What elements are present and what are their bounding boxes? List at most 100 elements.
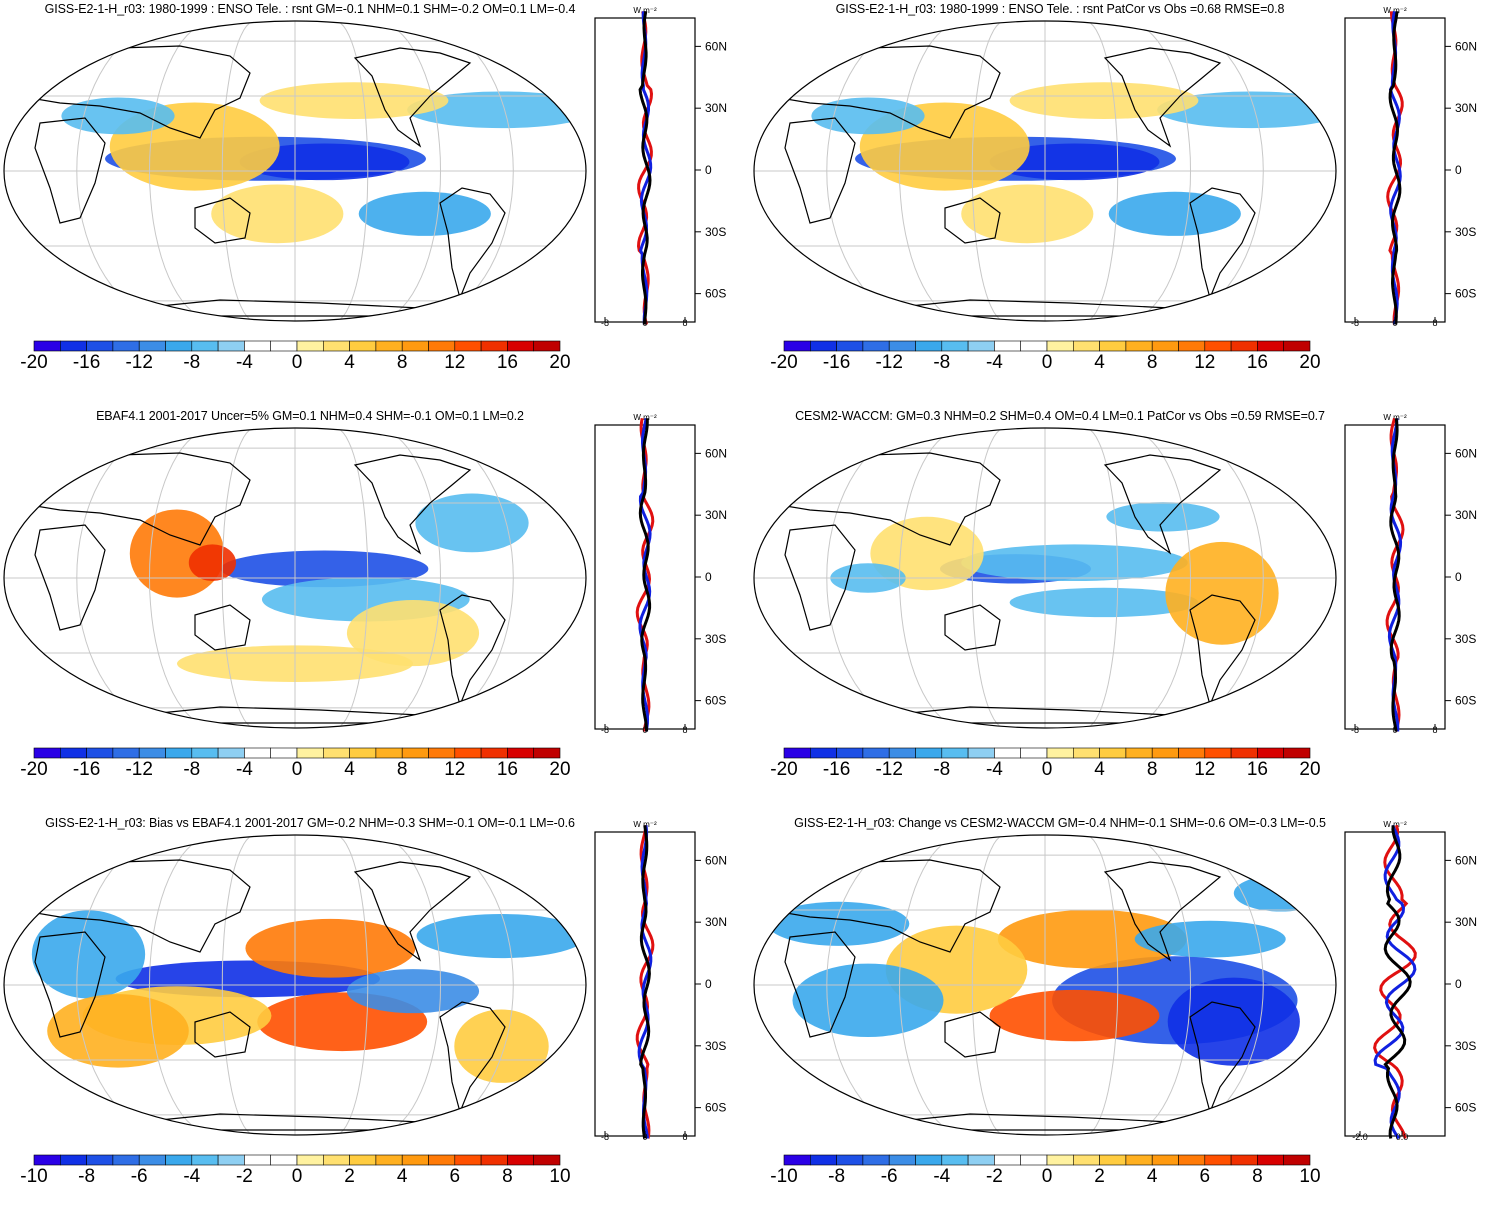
colorbar-swatch bbox=[1283, 340, 1311, 352]
colorbar-tick-label: 0 bbox=[291, 352, 303, 373]
colorbar-swatch bbox=[888, 747, 916, 759]
colorbar-swatch bbox=[270, 1154, 298, 1166]
zonal-x-tick-label: 0 bbox=[1392, 318, 1397, 327]
zonal-x-tick-label: 8 bbox=[682, 1132, 687, 1141]
zonal-x-tick-label: 0 bbox=[1392, 725, 1397, 734]
robinson-map bbox=[3, 20, 587, 322]
units-label: W m⁻² bbox=[1383, 413, 1407, 422]
map-border bbox=[3, 834, 587, 1136]
colorbar-tick-label: -20 bbox=[770, 759, 798, 780]
meridian-line bbox=[1124, 835, 1192, 1135]
units-label: W m⁻² bbox=[633, 6, 657, 15]
colorbar-swatch bbox=[217, 1154, 245, 1166]
colorbar-tick-label: -4 bbox=[933, 1166, 951, 1187]
colorbar-tick-label: -4 bbox=[985, 759, 1003, 780]
zonal-x-tick-label: 0 bbox=[642, 725, 647, 734]
colorbar-swatch bbox=[375, 1154, 403, 1166]
colorbar-swatch bbox=[296, 1154, 324, 1166]
zonal-mean-line bbox=[1389, 418, 1401, 732]
zonal-mean-line bbox=[1388, 11, 1402, 325]
coastline bbox=[784, 931, 856, 1038]
colorbar-swatch bbox=[1099, 340, 1127, 352]
coastline bbox=[194, 1011, 251, 1058]
colorbar bbox=[783, 1154, 1311, 1166]
field-anomaly-blob bbox=[989, 989, 1160, 1042]
colorbar-tick-label: -8 bbox=[183, 759, 201, 780]
colorbar bbox=[783, 340, 1311, 352]
latitude-label: 60S bbox=[705, 1101, 726, 1115]
colorbar-swatch bbox=[1151, 747, 1179, 759]
colorbar-tick-label: -12 bbox=[875, 352, 903, 373]
field-anomaly-blob bbox=[415, 493, 529, 553]
colorbar-swatch bbox=[1204, 747, 1232, 759]
meridian-line bbox=[374, 835, 442, 1135]
colorbar-swatch bbox=[507, 340, 534, 352]
colorbar bbox=[783, 747, 1311, 759]
zonal-x-tick-label: 8 bbox=[1432, 318, 1437, 327]
panel-title: GISS-E2-1-H_r03: Bias vs EBAF4.1 2001-20… bbox=[45, 816, 575, 830]
colorbar-swatch bbox=[86, 1154, 114, 1166]
colorbar-swatch bbox=[1125, 1154, 1153, 1166]
colorbar-swatch bbox=[165, 1154, 193, 1166]
colorbar-tick-label: -10 bbox=[770, 1166, 798, 1187]
colorbar-swatch bbox=[1257, 1154, 1284, 1166]
units-label: W m⁻² bbox=[1383, 820, 1407, 829]
colorbar-swatch bbox=[967, 340, 995, 352]
colorbar-tick-label: 4 bbox=[1094, 759, 1105, 780]
latitude-label: 30N bbox=[705, 508, 727, 522]
colorbar-swatch bbox=[941, 340, 969, 352]
colorbar-swatch bbox=[191, 340, 219, 352]
colorbar-tick-label: 12 bbox=[1194, 759, 1216, 780]
field-anomaly-blob bbox=[961, 184, 1094, 244]
colorbar-tick-label: -8 bbox=[933, 352, 951, 373]
colorbar-swatch bbox=[1257, 747, 1284, 759]
colorbar-swatch bbox=[533, 340, 561, 352]
colorbar-swatch bbox=[1178, 1154, 1206, 1166]
colorbar-tick-label: -2 bbox=[985, 1166, 1003, 1187]
zonal-x-tick-label: 0 bbox=[642, 1132, 647, 1141]
latitude-label: 60N bbox=[705, 853, 727, 867]
colorbar-tick-label: -16 bbox=[72, 759, 101, 780]
colorbar-tick-label: 2 bbox=[344, 1166, 355, 1187]
colorbar-tick-label: -20 bbox=[20, 352, 48, 373]
zonal-x-tick-label: 0 bbox=[642, 318, 647, 327]
colorbar-swatch bbox=[428, 747, 456, 759]
colorbar-swatch bbox=[165, 747, 193, 759]
colorbar-tick-label: 8 bbox=[1146, 352, 1158, 373]
colorbar-swatch bbox=[1230, 340, 1258, 352]
colorbar-tick-label: 4 bbox=[344, 759, 355, 780]
zonal-x-tick-label: 0.0 bbox=[1396, 1132, 1409, 1141]
colorbar-tick-label: -16 bbox=[72, 352, 101, 373]
meridian-line bbox=[1124, 428, 1192, 728]
colorbar-tick-label: -8 bbox=[828, 1166, 846, 1187]
meridian-line bbox=[898, 428, 966, 728]
coastline bbox=[439, 1001, 506, 1114]
meridian-line bbox=[1124, 21, 1192, 321]
field-anomaly-blob bbox=[1167, 977, 1300, 1066]
colorbar-swatch bbox=[1099, 1154, 1127, 1166]
colorbar-swatch bbox=[994, 747, 1021, 759]
colorbar-swatch bbox=[1204, 340, 1232, 352]
colorbar-tick-label: 10 bbox=[1299, 1166, 1321, 1187]
latitude-label: 30N bbox=[705, 101, 727, 115]
colorbar-swatch bbox=[1046, 340, 1074, 352]
field-anomaly-blob bbox=[211, 184, 344, 244]
colorbar-swatch bbox=[244, 340, 271, 352]
colorbar-swatch bbox=[533, 1154, 561, 1166]
colorbar bbox=[33, 1154, 561, 1166]
colorbar-swatch bbox=[270, 747, 298, 759]
colorbar-swatch bbox=[1020, 340, 1048, 352]
colorbar-tick-label: 4 bbox=[1094, 352, 1105, 373]
coastline bbox=[194, 604, 251, 651]
colorbar-tick-label: 20 bbox=[549, 759, 571, 780]
zonal-x-tick-label: 8 bbox=[1432, 725, 1437, 734]
colorbar-swatch bbox=[112, 747, 140, 759]
robinson-map bbox=[3, 834, 587, 1136]
coastline bbox=[34, 117, 106, 224]
colorbar-swatch bbox=[994, 340, 1021, 352]
zonal-x-tick-label: -8 bbox=[1351, 725, 1359, 734]
colorbar-tick-label: 0 bbox=[1041, 352, 1053, 373]
colorbar-swatch bbox=[1072, 747, 1100, 759]
zonal-frame bbox=[1344, 831, 1446, 1137]
map-panel-5: GISS-E2-1-H_r03: Bias vs EBAF4.1 2001-20… bbox=[0, 814, 743, 1209]
